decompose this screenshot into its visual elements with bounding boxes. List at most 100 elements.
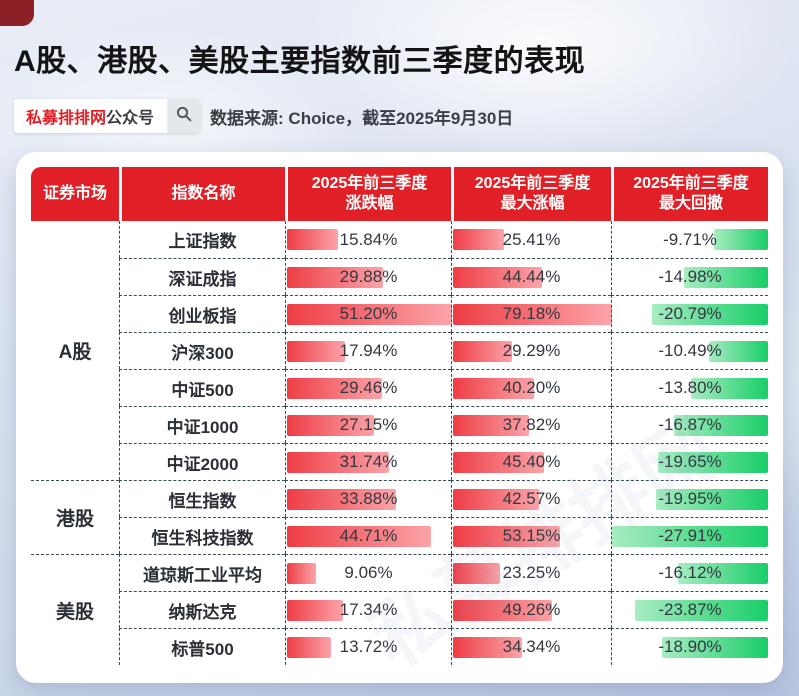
max-drawdown-value: -20.79% xyxy=(658,304,722,323)
market-label: 美股 xyxy=(55,601,94,623)
ytd-change-value: 15.84% xyxy=(339,229,398,249)
header-market: 证券市场 xyxy=(31,167,119,221)
max-drawdown-cell: -20.79% xyxy=(611,295,768,332)
max-drawdown-bar xyxy=(709,341,768,362)
ytd-change-value: 27.15% xyxy=(339,415,398,434)
index-name-cell: 深证成指 xyxy=(119,258,285,295)
max-gain-cell: 34.34% xyxy=(451,628,611,665)
max-drawdown-value: -14.98% xyxy=(658,267,722,286)
ytd-change-bar xyxy=(287,229,338,250)
ytd-change-bar xyxy=(287,304,452,325)
header-ytd-change: 2025年前三季度 涨跌幅 xyxy=(285,167,451,221)
ytd-change-value: 29.88% xyxy=(339,267,398,286)
index-name: 中证500 xyxy=(171,380,234,400)
ytd-change-bar xyxy=(287,489,397,510)
corner-brand-mark xyxy=(0,0,34,26)
max-drawdown-bar xyxy=(713,229,768,250)
ytd-change-value: 33.88% xyxy=(339,489,398,508)
index-name-cell: 中证1000 xyxy=(119,406,285,443)
index-name: 标普500 xyxy=(171,639,234,659)
market-group-cell: 港股 xyxy=(31,480,119,554)
max-drawdown-value: -16.87% xyxy=(658,415,722,434)
max-drawdown-value: -27.91% xyxy=(658,526,722,545)
max-drawdown-bar xyxy=(656,489,768,510)
max-gain-value: 79.18% xyxy=(502,304,561,323)
ytd-change-value: 29.46% xyxy=(339,378,398,397)
ytd-change-cell: 9.06% xyxy=(285,554,451,591)
max-gain-cell: 37.82% xyxy=(451,406,611,443)
index-name: 恒生科技指数 xyxy=(151,528,254,548)
ytd-change-value: 9.06% xyxy=(344,563,393,582)
max-gain-cell: 53.15% xyxy=(451,517,611,554)
subheader-row: 私募排排网 公众号 数据来源: Choice，截至2025年9月30日 xyxy=(14,99,513,133)
max-gain-value: 23.25% xyxy=(502,563,561,582)
max-drawdown-cell: -13.80% xyxy=(611,369,768,406)
max-gain-bar xyxy=(453,415,529,436)
index-name: 上证指数 xyxy=(168,232,237,251)
max-gain-value: 49.26% xyxy=(502,600,561,619)
ytd-change-value: 13.72% xyxy=(339,637,398,656)
index-name: 道琼斯工业平均 xyxy=(143,565,262,585)
market-group-cell: A股 xyxy=(31,221,119,480)
max-gain-cell: 45.40% xyxy=(451,443,611,480)
ytd-change-bar xyxy=(287,415,375,436)
max-drawdown-value: -19.95% xyxy=(658,489,722,508)
ytd-change-value: 44.71% xyxy=(339,526,398,545)
max-drawdown-cell: -10.49% xyxy=(611,332,768,369)
max-gain-cell: 23.25% xyxy=(451,554,611,591)
max-drawdown-bar xyxy=(673,415,768,436)
max-drawdown-cell: -19.65% xyxy=(611,443,768,480)
ytd-change-bar xyxy=(287,378,382,399)
ytd-change-cell: 15.84% xyxy=(285,221,451,258)
index-name: 沪深300 xyxy=(171,343,234,363)
ytd-change-cell: 29.88% xyxy=(285,258,451,295)
ytd-change-bar xyxy=(287,600,343,621)
index-name-cell: 纳斯达克 xyxy=(119,591,285,628)
max-gain-bar xyxy=(453,489,539,510)
ytd-change-cell: 13.72% xyxy=(285,628,451,665)
max-drawdown-bar xyxy=(634,600,768,621)
max-drawdown-cell: -18.90% xyxy=(611,628,768,665)
search-icon xyxy=(176,106,192,127)
max-drawdown-cell: -27.91% xyxy=(611,517,768,554)
header-index-name: 指数名称 xyxy=(119,167,285,221)
max-drawdown-bar xyxy=(684,267,768,288)
max-gain-bar xyxy=(453,267,543,288)
max-drawdown-cell: -19.95% xyxy=(611,480,768,517)
header-max-drawdown: 2025年前三季度 最大回撤 xyxy=(611,167,768,221)
max-drawdown-value: -23.87% xyxy=(658,600,722,619)
ytd-change-cell: 17.34% xyxy=(285,591,451,628)
ytd-change-cell: 17.94% xyxy=(285,332,451,369)
index-name-cell: 恒生指数 xyxy=(119,480,285,517)
max-drawdown-cell: -23.87% xyxy=(611,591,768,628)
max-gain-value: 40.20% xyxy=(502,378,561,397)
max-gain-cell: 40.20% xyxy=(451,369,611,406)
max-drawdown-bar xyxy=(612,526,768,547)
ytd-change-bar xyxy=(287,526,432,547)
max-drawdown-value: -19.65% xyxy=(658,452,722,471)
market-label: 港股 xyxy=(55,509,94,530)
max-gain-value: 34.34% xyxy=(502,637,561,656)
max-gain-value: 25.41% xyxy=(502,229,561,249)
ytd-change-value: 31.74% xyxy=(339,452,398,471)
index-name-cell: 道琼斯工业平均 xyxy=(119,554,285,591)
max-gain-cell: 49.26% xyxy=(451,591,611,628)
max-gain-value: 42.57% xyxy=(502,489,561,508)
max-drawdown-value: -10.49% xyxy=(658,341,722,360)
market-label: A股 xyxy=(58,342,92,363)
index-name: 中证1000 xyxy=(166,417,239,437)
ytd-change-value: 51.20% xyxy=(339,304,398,323)
max-gain-value: 29.29% xyxy=(502,341,561,360)
max-gain-cell: 42.57% xyxy=(451,480,611,517)
max-drawdown-cell: -14.98% xyxy=(611,258,768,295)
index-name: 创业板指 xyxy=(168,306,237,326)
ytd-change-cell: 51.20% xyxy=(285,295,452,332)
ytd-change-value: 17.94% xyxy=(339,341,398,360)
max-gain-cell: 79.18% xyxy=(451,295,612,332)
ytd-change-cell: 29.46% xyxy=(285,369,451,406)
table-card: 证券市场 指数名称 2025年前三季度 涨跌幅 2025年前三季度 最大涨幅 2… xyxy=(16,152,783,684)
max-gain-bar xyxy=(453,341,512,362)
max-gain-bar xyxy=(453,452,545,473)
header-max-gain: 2025年前三季度 最大涨幅 xyxy=(451,167,611,221)
max-drawdown-cell: -16.12% xyxy=(611,554,768,591)
